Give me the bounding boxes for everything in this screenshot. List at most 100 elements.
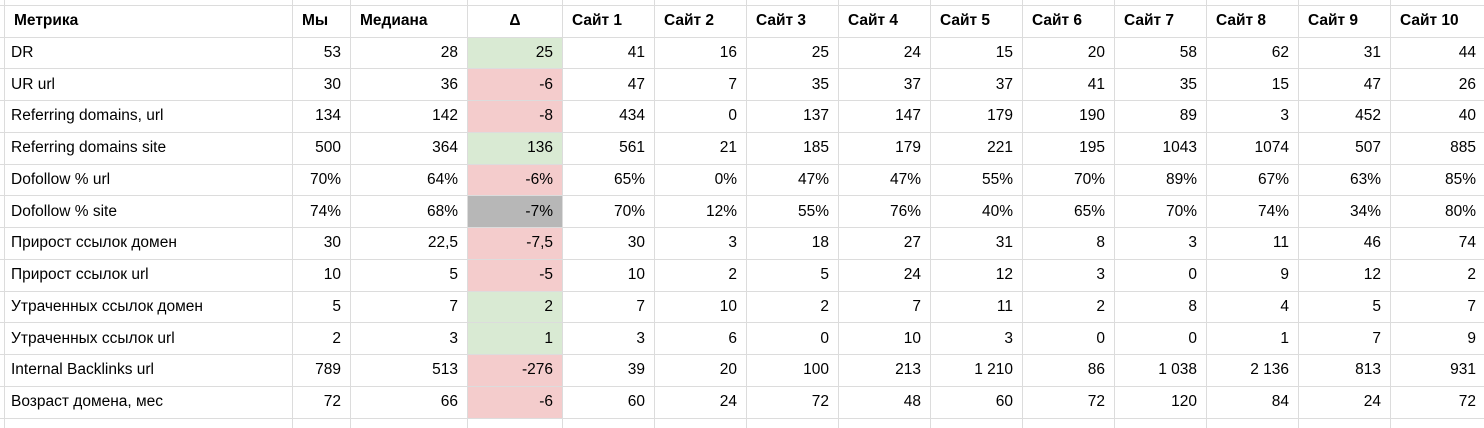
- site-value-cell[interactable]: 1 210: [930, 354, 1023, 387]
- site-value-cell[interactable]: 179: [930, 100, 1023, 133]
- metric-label-cell[interactable]: Утраченных ссылок домен: [4, 290, 293, 324]
- site-value-cell[interactable]: 0: [1114, 258, 1207, 292]
- site-value-cell[interactable]: 7: [562, 290, 655, 324]
- site-value-cell[interactable]: 3: [930, 322, 1023, 355]
- site-value-cell[interactable]: 76%: [838, 195, 931, 228]
- site-value-cell[interactable]: 813: [1298, 354, 1391, 387]
- site-value-cell[interactable]: 37: [838, 68, 931, 101]
- column-header[interactable]: Δ: [467, 4, 563, 38]
- site-value-cell[interactable]: 885: [1390, 131, 1484, 165]
- we-value-cell[interactable]: 72: [292, 385, 351, 419]
- site-value-cell[interactable]: 72: [1390, 385, 1484, 419]
- metric-label-cell[interactable]: Referring domains, url: [4, 100, 293, 133]
- site-value-cell[interactable]: 5: [746, 258, 839, 292]
- column-header[interactable]: Сайт 10: [1390, 4, 1484, 38]
- site-value-cell[interactable]: 2: [654, 258, 747, 292]
- site-value-cell[interactable]: 561: [562, 131, 655, 165]
- site-value-cell[interactable]: 2: [1390, 258, 1484, 292]
- metric-label-cell[interactable]: Прирост ссылок url: [4, 258, 293, 292]
- site-value-cell[interactable]: 31: [930, 227, 1023, 260]
- site-value-cell[interactable]: 35: [746, 68, 839, 101]
- we-value-cell[interactable]: 70%: [292, 163, 351, 197]
- delta-value-cell[interactable]: -7,5: [467, 227, 563, 260]
- site-value-cell[interactable]: 39: [562, 354, 655, 387]
- site-value-cell[interactable]: 10: [838, 322, 931, 355]
- site-value-cell[interactable]: 47%: [746, 163, 839, 197]
- site-value-cell[interactable]: 213: [838, 354, 931, 387]
- site-value-cell[interactable]: 8: [1022, 227, 1115, 260]
- we-value-cell[interactable]: 74%: [292, 195, 351, 228]
- we-value-cell[interactable]: 134: [292, 100, 351, 133]
- site-value-cell[interactable]: 3: [1022, 258, 1115, 292]
- site-value-cell[interactable]: 190: [1022, 100, 1115, 133]
- column-header[interactable]: Сайт 7: [1114, 4, 1207, 38]
- site-value-cell[interactable]: 89%: [1114, 163, 1207, 197]
- we-value-cell[interactable]: 53: [292, 36, 351, 70]
- site-value-cell[interactable]: 60: [562, 385, 655, 419]
- site-value-cell[interactable]: 15: [1206, 68, 1299, 101]
- median-value-cell[interactable]: 364: [350, 131, 468, 165]
- we-value-cell[interactable]: 30: [292, 227, 351, 260]
- site-value-cell[interactable]: 7: [1390, 290, 1484, 324]
- site-value-cell[interactable]: 44: [1390, 36, 1484, 70]
- site-value-cell[interactable]: 9: [1390, 322, 1484, 355]
- delta-value-cell[interactable]: 136: [467, 131, 563, 165]
- site-value-cell[interactable]: 2: [1022, 290, 1115, 324]
- median-value-cell[interactable]: 7: [350, 290, 468, 324]
- site-value-cell[interactable]: 47: [562, 68, 655, 101]
- site-value-cell[interactable]: 2 136: [1206, 354, 1299, 387]
- site-value-cell[interactable]: 3: [654, 227, 747, 260]
- site-value-cell[interactable]: 72: [746, 385, 839, 419]
- delta-value-cell[interactable]: -6%: [467, 163, 563, 197]
- median-value-cell[interactable]: 36: [350, 68, 468, 101]
- site-value-cell[interactable]: 2: [746, 290, 839, 324]
- site-value-cell[interactable]: 137: [746, 100, 839, 133]
- site-value-cell[interactable]: 3: [562, 322, 655, 355]
- median-value-cell[interactable]: 64%: [350, 163, 468, 197]
- column-header[interactable]: Сайт 8: [1206, 4, 1299, 38]
- column-header[interactable]: Сайт 2: [654, 4, 747, 38]
- site-value-cell[interactable]: 65%: [562, 163, 655, 197]
- column-header[interactable]: Сайт 3: [746, 4, 839, 38]
- site-value-cell[interactable]: 195: [1022, 131, 1115, 165]
- site-value-cell[interactable]: 3: [1114, 227, 1207, 260]
- site-value-cell[interactable]: 31: [1298, 36, 1391, 70]
- site-value-cell[interactable]: 72: [1022, 385, 1115, 419]
- column-header[interactable]: Сайт 9: [1298, 4, 1391, 38]
- site-value-cell[interactable]: 0: [1114, 322, 1207, 355]
- site-value-cell[interactable]: 8: [1114, 290, 1207, 324]
- site-value-cell[interactable]: 25: [746, 36, 839, 70]
- site-value-cell[interactable]: 7: [1298, 322, 1391, 355]
- site-value-cell[interactable]: 100: [746, 354, 839, 387]
- site-value-cell[interactable]: 24: [838, 36, 931, 70]
- delta-value-cell[interactable]: -6: [467, 385, 563, 419]
- site-value-cell[interactable]: 5: [1298, 290, 1391, 324]
- metric-label-cell[interactable]: Internal Backlinks url: [4, 354, 293, 387]
- site-value-cell[interactable]: 74: [1390, 227, 1484, 260]
- site-value-cell[interactable]: 0: [654, 100, 747, 133]
- site-value-cell[interactable]: 11: [930, 290, 1023, 324]
- site-value-cell[interactable]: 24: [1298, 385, 1391, 419]
- site-value-cell[interactable]: 15: [930, 36, 1023, 70]
- site-value-cell[interactable]: 11: [1206, 227, 1299, 260]
- we-value-cell[interactable]: 789: [292, 354, 351, 387]
- we-value-cell[interactable]: 2: [292, 322, 351, 355]
- site-value-cell[interactable]: 58: [1114, 36, 1207, 70]
- site-value-cell[interactable]: 63%: [1298, 163, 1391, 197]
- site-value-cell[interactable]: 1 038: [1114, 354, 1207, 387]
- we-value-cell[interactable]: 5: [292, 290, 351, 324]
- median-value-cell[interactable]: 22,5: [350, 227, 468, 260]
- metric-label-cell[interactable]: Referring domains site: [4, 131, 293, 165]
- site-value-cell[interactable]: 46: [1298, 227, 1391, 260]
- metric-label-cell[interactable]: Dofollow % url: [4, 163, 293, 197]
- site-value-cell[interactable]: 20: [654, 354, 747, 387]
- site-value-cell[interactable]: 12: [1298, 258, 1391, 292]
- site-value-cell[interactable]: 30: [562, 227, 655, 260]
- site-value-cell[interactable]: 7: [654, 68, 747, 101]
- site-value-cell[interactable]: 434: [562, 100, 655, 133]
- column-header[interactable]: Медиана: [350, 4, 468, 38]
- site-value-cell[interactable]: 0: [1022, 322, 1115, 355]
- site-value-cell[interactable]: 37: [930, 68, 1023, 101]
- site-value-cell[interactable]: 0: [746, 322, 839, 355]
- site-value-cell[interactable]: 185: [746, 131, 839, 165]
